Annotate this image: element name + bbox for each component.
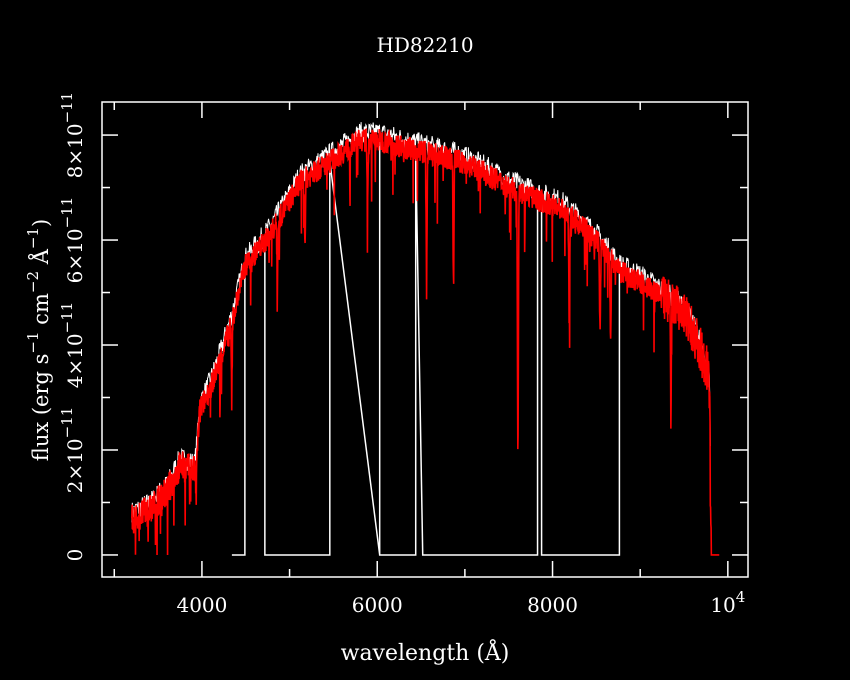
y-label-base: flux (erg s <box>29 354 53 462</box>
y-tick-label: 4×10−11 <box>58 302 87 389</box>
y-tick-label-exp: −11 <box>58 92 76 124</box>
y-tick-label-text: 6×10 <box>63 228 87 283</box>
y-tick-label-exp: −11 <box>58 302 76 334</box>
y-label-end: ) <box>29 219 53 227</box>
x-tick-label: 4000 <box>176 593 227 617</box>
y-tick-labels: 02×10−114×10−116×10−118×10−11 <box>58 92 87 562</box>
y-label-exp: −2 <box>24 271 42 293</box>
y-tick-label: 6×10−11 <box>58 197 87 284</box>
y-tick-label: 8×10−11 <box>58 92 87 179</box>
y-label-part: cm <box>29 293 53 331</box>
y-tick-label-exp: −11 <box>58 407 76 439</box>
x-tick-label: 104 <box>710 588 745 617</box>
x-tick-label: 8000 <box>527 593 578 617</box>
x-tick-labels: 4000 6000 8000 104 <box>176 588 745 617</box>
plot-frame <box>101 101 749 578</box>
plot-area <box>131 122 720 556</box>
x-axis-label: wavelength (Å) <box>341 638 510 666</box>
y-tick-label-text: 8×10 <box>63 123 87 178</box>
axis-ticks <box>102 102 748 577</box>
y-tick-label-exp: −11 <box>58 197 76 229</box>
y-tick-label-text: 2×10 <box>63 438 87 493</box>
observed-spectrum-line <box>131 128 720 556</box>
x-tick-label-text: 6000 <box>352 593 403 617</box>
x-tick-label-text: 10 <box>710 593 735 617</box>
y-tick-label-text: 4×10 <box>63 333 87 388</box>
x-tick-label: 6000 <box>352 593 403 617</box>
x-tick-label-text: 8000 <box>527 593 578 617</box>
y-tick-label: 2×10−11 <box>58 407 87 494</box>
y-label-exp: −1 <box>24 331 42 353</box>
y-axis-label: flux (erg s−1 cm−2 Å−1) <box>24 219 53 461</box>
y-tick-label-text: 0 <box>63 549 87 562</box>
x-tick-label-text: 4000 <box>176 593 227 617</box>
model-spectrum-line <box>131 122 711 523</box>
y-label-part: Å <box>28 248 53 271</box>
y-tick-label: 0 <box>63 549 87 562</box>
chart-title: HD82210 <box>376 33 473 57</box>
x-tick-label-exp: 4 <box>736 588 746 606</box>
y-label-exp: −1 <box>24 227 42 249</box>
